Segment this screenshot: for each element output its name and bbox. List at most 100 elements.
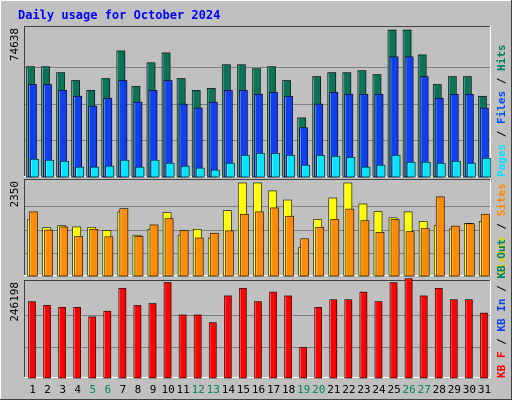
y-max-label-middle: 2350 — [8, 181, 21, 208]
bar-files-day-23 — [359, 93, 369, 178]
legend-entry: / — [495, 71, 508, 91]
bar-pages-day-22 — [346, 157, 356, 178]
bar-sites-day-13 — [209, 232, 219, 277]
bar-kbf-day-29 — [450, 299, 458, 379]
bar-pages-day-29 — [452, 160, 461, 178]
bar-kbf-day-15 — [239, 287, 247, 379]
bar-sites-day-1 — [29, 211, 38, 277]
bar-pages-day-10 — [165, 162, 175, 178]
x-tick-label: 3 — [59, 383, 66, 396]
bar-pages-day-18 — [286, 155, 295, 178]
bar-sites-day-19 — [300, 238, 309, 277]
legend-entry: / — [495, 216, 508, 236]
bar-sites-day-15 — [240, 213, 249, 277]
bar-pages-day-6 — [105, 165, 115, 178]
bar-pages-day-17 — [271, 153, 280, 178]
bar-kbf-day-13 — [208, 322, 217, 379]
bar-kbf-day-18 — [284, 295, 292, 379]
legend-middle: Visits / Sites — [495, 183, 508, 276]
bar-sites-day-5 — [89, 229, 99, 277]
legend-entry: KB In — [495, 299, 508, 332]
bar-sites-day-26 — [405, 231, 415, 277]
bar-sites-day-9 — [149, 224, 159, 277]
bar-sites-day-22 — [345, 208, 355, 277]
x-axis-tick-labels: 1 2 3 4 5 6 7 8 9 10 11 12 13 14 15 16 17 18 19 20 21 22 23 24 2… — [29, 383, 491, 396]
bar-sites-day-18 — [285, 215, 294, 277]
bar-pages-day-23 — [361, 166, 371, 178]
chart-title: Daily usage for October 2024 — [18, 8, 220, 22]
bar-pages-day-11 — [180, 165, 190, 178]
bar-pages-day-1 — [30, 158, 39, 178]
x-tick-label: 5 — [89, 383, 96, 396]
bar-kbf-day-31 — [480, 312, 488, 379]
bar-sites-day-29 — [451, 225, 460, 277]
panel-bottom: 246198 KB F / KB In / KB Out — [8, 239, 508, 379]
bar-sites-day-31 — [481, 213, 490, 277]
bar-pages-day-9 — [150, 159, 160, 178]
x-tick-label: 9 — [150, 383, 157, 396]
legend-bottom: KB F / KB In / KB Out — [495, 239, 508, 378]
bar-files-day-6 — [103, 97, 113, 178]
bar-pages-day-31 — [482, 157, 491, 178]
legend-entry: / — [495, 124, 508, 144]
x-tick-label: 21 — [327, 383, 340, 396]
bar-sites-day-11 — [179, 230, 189, 277]
bar-sites-day-6 — [104, 236, 114, 277]
bar-sites-day-23 — [360, 220, 370, 277]
bar-kbf-day-1 — [28, 301, 36, 379]
x-tick-label: 31 — [478, 383, 491, 396]
x-tick-label: 28 — [433, 383, 446, 396]
bar-pages-day-16 — [256, 153, 265, 178]
bar-pages-day-21 — [331, 156, 341, 178]
x-tick-label: 12 — [192, 383, 205, 396]
chart-panels: 74638 Pages / Files / Hits 2350 Visits / Si… — [8, 26, 508, 379]
x-tick-label: 7 — [120, 383, 127, 396]
x-tick-label: 22 — [342, 383, 355, 396]
legend-entry: Files — [495, 91, 508, 124]
x-tick-label: 17 — [267, 383, 280, 396]
bars-bottom — [28, 278, 488, 379]
x-tick-label: 19 — [297, 383, 310, 396]
y-max-label-bottom: 246198 — [8, 282, 21, 322]
bar-kbf-day-14 — [224, 295, 232, 379]
x-tick-label: 20 — [312, 383, 325, 396]
bar-kbf-day-8 — [133, 305, 142, 379]
bars-top — [26, 29, 491, 178]
bar-files-day-26 — [404, 56, 414, 178]
bar-sites-day-4 — [74, 236, 83, 277]
bar-files-day-4 — [73, 95, 82, 178]
bar-kbf-day-3 — [58, 307, 66, 379]
bar-sites-day-3 — [59, 226, 68, 277]
x-tick-label: 4 — [74, 383, 81, 396]
bar-files-day-13 — [208, 101, 218, 178]
legend-entry: Hits — [495, 45, 508, 72]
x-tick-label: 18 — [282, 383, 295, 396]
svg-text:KB F / KB In / KB Out: KB F / KB In / KB Out — [495, 239, 508, 378]
x-tick-label: 10 — [161, 383, 174, 396]
bar-files-day-24 — [374, 93, 384, 178]
bar-sites-day-2 — [44, 229, 53, 277]
bar-pages-day-4 — [75, 166, 84, 178]
x-tick-label: 1 — [29, 383, 36, 396]
legend-top: Pages / Files / Hits — [495, 45, 508, 178]
bar-kbf-day-30 — [465, 299, 473, 379]
bar-sites-day-30 — [466, 223, 475, 277]
bar-sites-day-10 — [164, 218, 174, 277]
bar-kbf-day-23 — [359, 291, 368, 379]
bar-kbf-day-2 — [43, 305, 51, 379]
bar-kbf-day-20 — [314, 307, 323, 379]
bar-sites-day-24 — [375, 232, 385, 277]
x-tick-label: 26 — [403, 383, 416, 396]
panel-top: 74638 Pages / Files / Hits — [8, 26, 508, 178]
bar-sites-day-8 — [134, 236, 144, 277]
x-tick-label: 29 — [448, 383, 461, 396]
x-tick-label: 14 — [222, 383, 236, 396]
legend-entry: KB F — [495, 352, 508, 379]
legend-entry: Sites — [495, 183, 508, 216]
x-tick-label: 27 — [418, 383, 431, 396]
bar-pages-day-20 — [316, 155, 326, 178]
bar-sites-day-17 — [270, 207, 279, 277]
bar-kbf-day-10 — [163, 282, 172, 379]
bar-kbf-day-25 — [389, 282, 398, 379]
